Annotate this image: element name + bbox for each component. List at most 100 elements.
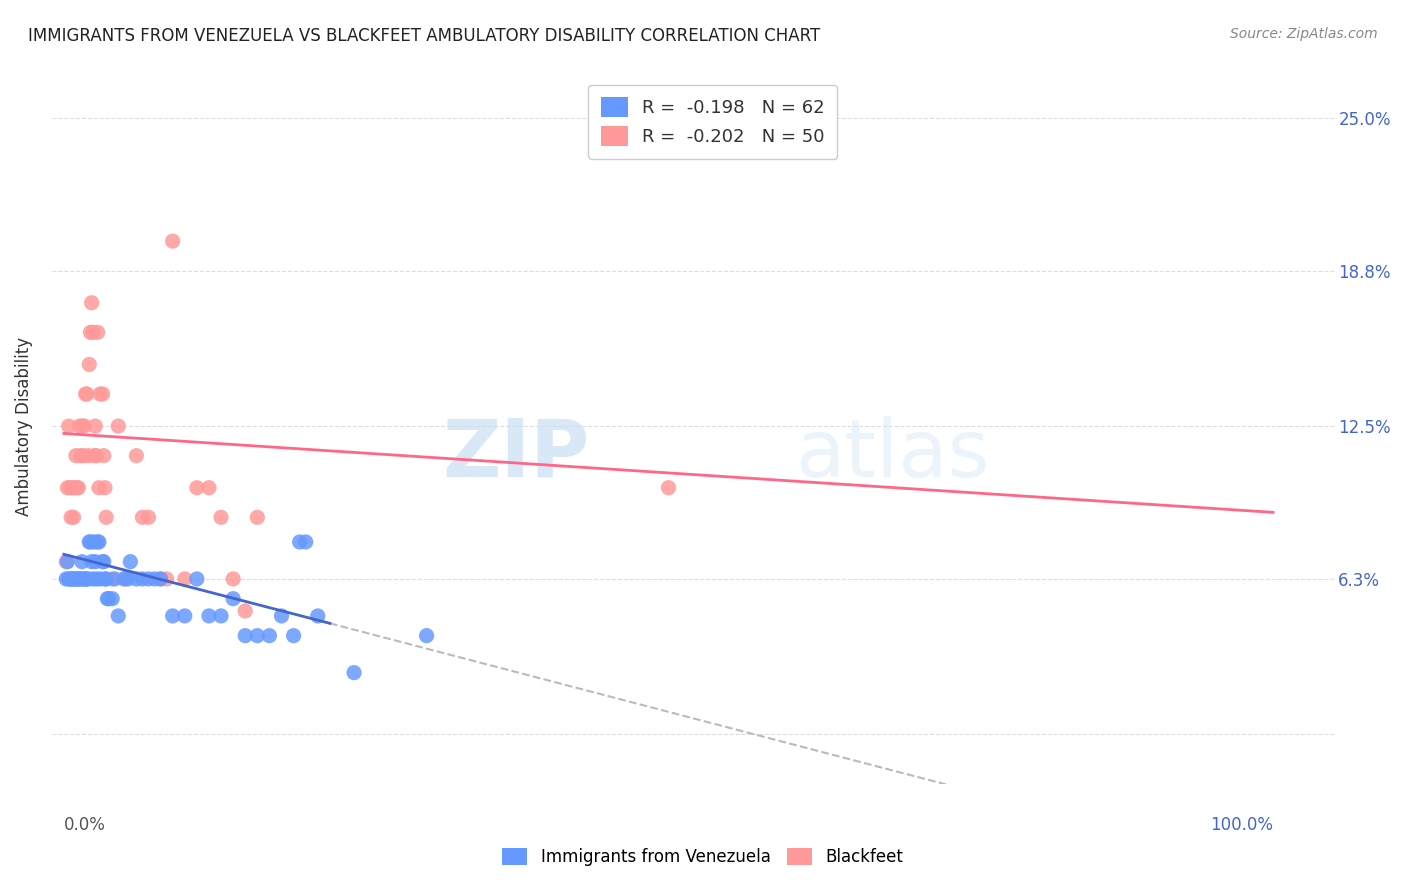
- Point: [70, 419, 93, 434]
- Point: [162, 234, 184, 248]
- Point: [198, 609, 221, 624]
- Point: [79, 326, 101, 340]
- Point: [55, 555, 77, 569]
- Point: [259, 629, 281, 643]
- Point: [96, 572, 118, 586]
- Point: [83, 535, 105, 549]
- Point: [288, 535, 311, 549]
- Point: [58, 572, 80, 586]
- Point: [84, 419, 107, 434]
- Point: [77, 358, 100, 372]
- Point: [283, 629, 305, 643]
- Point: [93, 449, 115, 463]
- Point: [62, 510, 84, 524]
- Point: [65, 449, 87, 463]
- Point: [112, 572, 135, 586]
- Point: [72, 449, 94, 463]
- Point: [62, 572, 84, 586]
- Text: 100.0%: 100.0%: [1211, 815, 1272, 834]
- Text: ZIP: ZIP: [443, 416, 591, 493]
- Point: [87, 481, 110, 495]
- Text: IMMIGRANTS FROM VENEZUELA VS BLACKFEET AMBULATORY DISABILITY CORRELATION CHART: IMMIGRANTS FROM VENEZUELA VS BLACKFEET A…: [28, 27, 820, 45]
- Point: [94, 572, 117, 586]
- Point: [173, 572, 195, 586]
- Point: [60, 481, 83, 495]
- Point: [173, 609, 195, 624]
- Point: [87, 535, 110, 549]
- Point: [73, 419, 96, 434]
- Point: [209, 609, 232, 624]
- Point: [307, 609, 329, 624]
- Point: [82, 572, 104, 586]
- Point: [138, 572, 160, 586]
- Point: [80, 295, 103, 310]
- Point: [80, 555, 103, 569]
- Point: [76, 572, 98, 586]
- Text: 0.0%: 0.0%: [63, 815, 105, 834]
- Point: [233, 604, 256, 618]
- Point: [117, 572, 139, 586]
- Point: [93, 555, 115, 569]
- Point: [75, 387, 97, 401]
- Point: [233, 629, 256, 643]
- Point: [69, 572, 91, 586]
- Point: [86, 326, 108, 340]
- Point: [125, 449, 148, 463]
- Point: [107, 609, 129, 624]
- Point: [84, 555, 107, 569]
- Point: [89, 572, 111, 586]
- Point: [156, 572, 179, 586]
- Point: [246, 510, 269, 524]
- Point: [67, 572, 90, 586]
- Point: [209, 510, 232, 524]
- Text: Source: ZipAtlas.com: Source: ZipAtlas.com: [1230, 27, 1378, 41]
- Point: [59, 572, 82, 586]
- Point: [125, 572, 148, 586]
- Point: [97, 591, 120, 606]
- Point: [149, 572, 172, 586]
- Point: [138, 510, 160, 524]
- Point: [79, 535, 101, 549]
- Point: [91, 387, 114, 401]
- Point: [294, 535, 316, 549]
- Point: [60, 572, 83, 586]
- Point: [186, 572, 208, 586]
- Point: [86, 449, 108, 463]
- Point: [83, 449, 105, 463]
- Point: [162, 609, 184, 624]
- Point: [101, 572, 124, 586]
- Point: [107, 419, 129, 434]
- Point: [60, 510, 83, 524]
- Point: [89, 387, 111, 401]
- Point: [63, 572, 86, 586]
- Point: [270, 609, 292, 624]
- Point: [657, 481, 679, 495]
- Y-axis label: Ambulatory Disability: Ambulatory Disability: [15, 336, 32, 516]
- Point: [77, 572, 100, 586]
- Point: [198, 481, 221, 495]
- Point: [415, 629, 437, 643]
- Point: [69, 572, 91, 586]
- Point: [77, 535, 100, 549]
- Point: [77, 449, 100, 463]
- Point: [56, 481, 79, 495]
- Point: [186, 481, 208, 495]
- Point: [222, 572, 245, 586]
- Point: [91, 555, 114, 569]
- Legend: R =  -0.198   N = 62, R =  -0.202   N = 50: R = -0.198 N = 62, R = -0.202 N = 50: [588, 85, 838, 159]
- Point: [75, 572, 97, 586]
- Point: [86, 572, 108, 586]
- Point: [55, 572, 77, 586]
- Point: [82, 326, 104, 340]
- Point: [131, 572, 153, 586]
- Point: [120, 555, 142, 569]
- Point: [343, 665, 366, 680]
- Point: [60, 572, 83, 586]
- Point: [67, 481, 90, 495]
- Point: [70, 555, 93, 569]
- Point: [104, 572, 127, 586]
- Point: [96, 510, 118, 524]
- Point: [65, 572, 87, 586]
- Point: [59, 481, 82, 495]
- Legend: Immigrants from Venezuela, Blackfeet: Immigrants from Venezuela, Blackfeet: [494, 840, 912, 875]
